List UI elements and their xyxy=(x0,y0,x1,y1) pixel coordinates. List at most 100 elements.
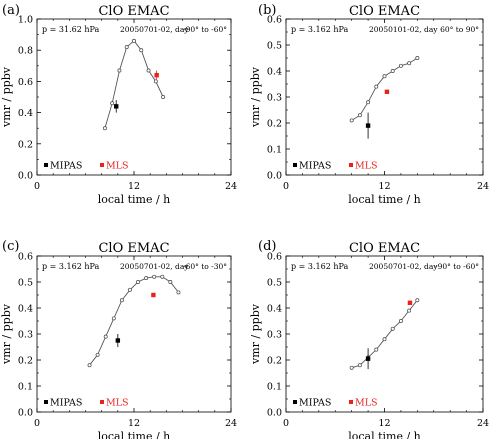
chart-title: ClO EMAC xyxy=(98,4,169,19)
panel-label: (d) xyxy=(258,239,276,254)
series-point xyxy=(374,347,379,352)
series-point xyxy=(119,298,124,303)
mipas-point xyxy=(365,356,371,361)
panel-label: (a) xyxy=(2,3,20,18)
x-tick-label: 0 xyxy=(283,418,289,429)
series-point xyxy=(390,326,395,331)
y-tick-label: 0.8 xyxy=(18,46,33,57)
series-point xyxy=(349,118,354,123)
y-tick-label: 0.3 xyxy=(18,330,33,341)
pressure-label: p = 3.162 hPa xyxy=(291,262,349,271)
y-tick-label: 0.6 xyxy=(18,252,33,263)
pressure-label: p = 3.162 hPa xyxy=(42,262,100,271)
y-tick-label: 0.4 xyxy=(267,67,282,78)
legend-mls-swatch xyxy=(349,163,353,167)
series-point xyxy=(139,48,144,53)
pressure-label: p = 31.62 hPa xyxy=(42,25,100,34)
legend-mls-swatch xyxy=(100,400,104,404)
series-point xyxy=(357,113,362,118)
mipas-point xyxy=(365,123,371,128)
legend-mls-label: MLS xyxy=(355,398,378,409)
y-tick-label: 0.1 xyxy=(18,382,33,393)
series-point xyxy=(161,95,166,99)
chart-title: ClO EMAC xyxy=(349,4,420,19)
latitude-label: 60° to 90° xyxy=(440,25,479,34)
y-tick-label: 0.4 xyxy=(18,108,33,119)
legend-mipas-swatch xyxy=(293,163,297,167)
y-tick-label: 0.6 xyxy=(267,15,282,26)
x-tick-label: 0 xyxy=(34,181,40,192)
x-tick-label: 24 xyxy=(477,181,489,192)
y-tick-label: 0.2 xyxy=(18,139,33,150)
series-point xyxy=(382,337,387,342)
series-point xyxy=(136,280,140,284)
series-point xyxy=(398,319,403,323)
x-tick-label: 24 xyxy=(477,418,489,429)
series-point xyxy=(95,352,100,357)
series-point xyxy=(132,38,136,43)
y-tick-label: 0.4 xyxy=(18,304,33,315)
series-point xyxy=(398,63,403,68)
y-tick-label: 0.2 xyxy=(267,119,282,130)
legend-mipas-label: MIPAS xyxy=(50,398,82,409)
plot-frame xyxy=(36,255,232,413)
y-tick-label: 0.6 xyxy=(18,77,33,88)
date-label: 20050101-02, day xyxy=(369,25,438,34)
series-point xyxy=(168,280,173,284)
series-line xyxy=(351,57,418,121)
x-tick-label: 0 xyxy=(34,418,40,429)
y-tick-label: 0.3 xyxy=(267,93,282,104)
chart-panel-3: (c) ClO EMAC p = 3.162 hPa 20050701-02, day… xyxy=(0,239,237,439)
mipas-point xyxy=(114,104,119,109)
latitude-label: -90° to -60° xyxy=(183,25,227,34)
y-tick-label: 0.1 xyxy=(267,145,282,156)
series-line xyxy=(89,276,179,366)
y-tick-label: 0.0 xyxy=(18,171,33,182)
legend-mipas-swatch xyxy=(293,400,297,404)
legend-mipas-label: MIPAS xyxy=(299,398,331,409)
y-tick-label: 0.4 xyxy=(267,304,282,315)
mls-point xyxy=(407,300,413,305)
series-point xyxy=(390,69,395,73)
series-point xyxy=(160,274,165,279)
panel-label: (b) xyxy=(258,3,276,18)
legend-mls-swatch xyxy=(100,163,104,167)
date-label: 20050701-02, day xyxy=(369,262,438,271)
chart-panel-1: (a) ClO EMAC p = 31.62 hPa 20050701-02, day… xyxy=(0,3,237,206)
series-point xyxy=(407,61,412,66)
mls-point xyxy=(151,292,156,298)
series-point xyxy=(357,363,362,368)
x-tick-label: 12 xyxy=(378,418,390,429)
legend-mipas-label: MIPAS xyxy=(299,161,331,172)
latitude-label: -60° to -30° xyxy=(183,262,227,271)
x-axis-label: local time / h xyxy=(98,430,171,439)
chart-title: ClO EMAC xyxy=(98,241,169,256)
x-tick-label: 24 xyxy=(225,418,237,429)
series-point xyxy=(415,56,420,60)
y-tick-label: 0.2 xyxy=(18,356,33,367)
series-line xyxy=(104,40,164,129)
series-point xyxy=(110,101,115,106)
y-tick-label: 0.0 xyxy=(267,171,282,182)
legend-mls-label: MLS xyxy=(106,161,129,172)
mls-point xyxy=(384,89,390,94)
series-point xyxy=(103,334,108,339)
series-point xyxy=(124,45,129,50)
y-tick-label: 0.6 xyxy=(267,252,282,263)
series-point xyxy=(176,290,181,295)
plot-frame xyxy=(285,18,484,176)
y-tick-label: 0.5 xyxy=(18,278,33,289)
series-point xyxy=(415,298,420,303)
y-axis-label: vmr / ppbv xyxy=(0,66,13,128)
series-point xyxy=(152,274,157,279)
y-axis-label: vmr / ppbv xyxy=(249,303,262,365)
y-tick-label: 0.5 xyxy=(267,278,282,289)
mls-point xyxy=(154,72,159,78)
y-tick-label: 0.3 xyxy=(267,330,282,341)
panel-label: (c) xyxy=(2,239,19,254)
x-tick-label: 0 xyxy=(283,181,289,192)
x-tick-label: 12 xyxy=(378,181,390,192)
